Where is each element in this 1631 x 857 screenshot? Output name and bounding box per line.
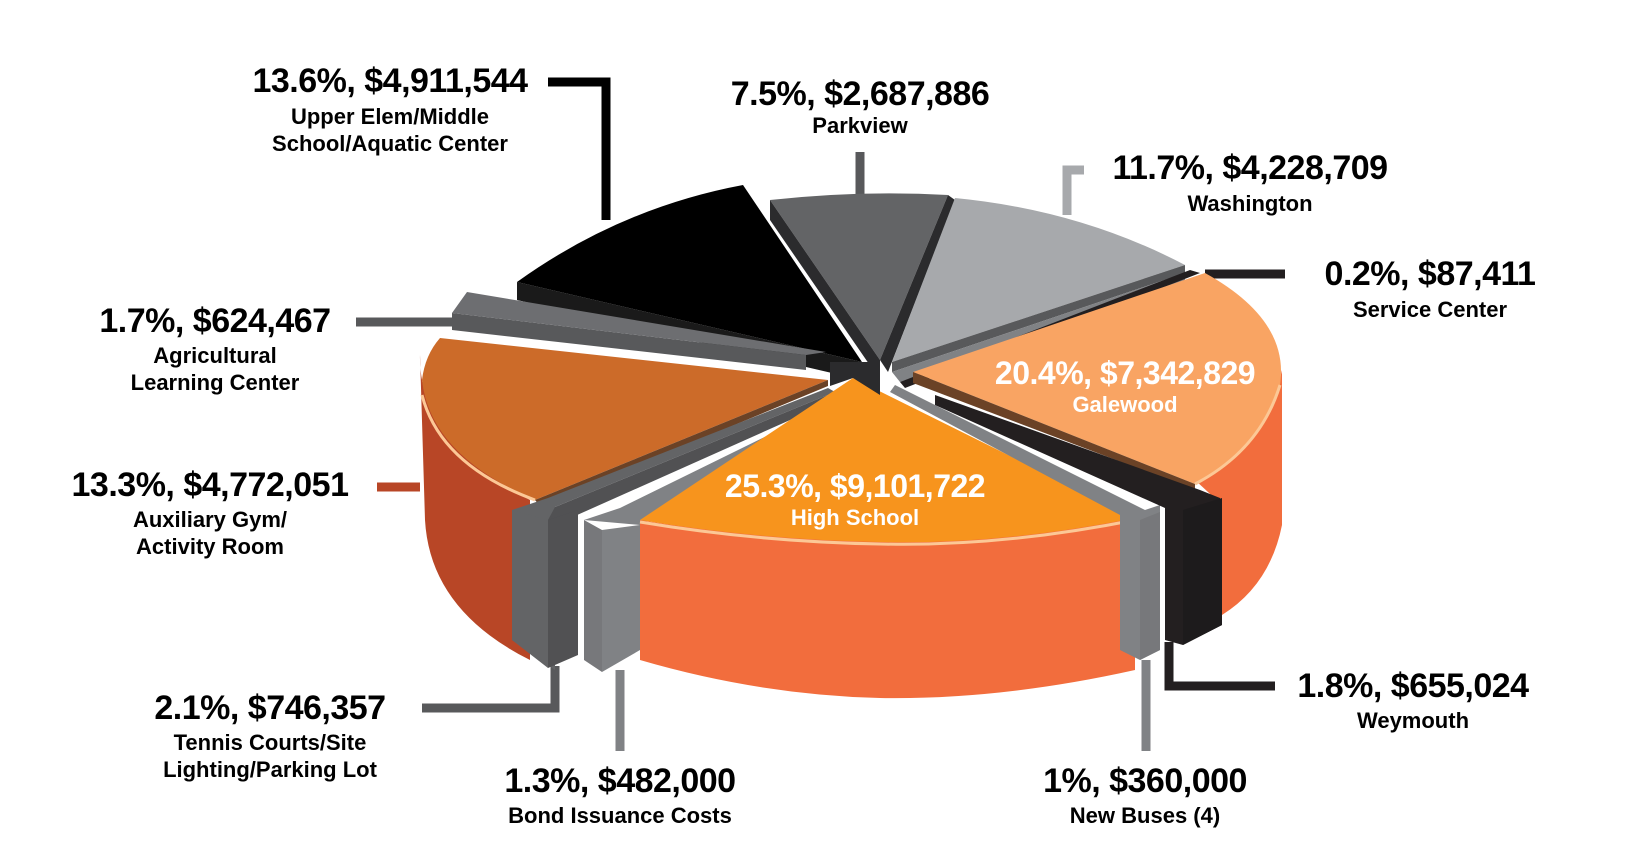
- label-name: Weymouth: [1356, 708, 1470, 733]
- label-name: Galewood: [1072, 392, 1178, 417]
- label-upper-elem: 13.6%, $4,911,544 Upper Elem/Middle Scho…: [235, 63, 545, 157]
- pie-center-hub: [830, 362, 880, 395]
- label-value: 1.3%, $482,000: [504, 762, 736, 800]
- slice-parkview: [770, 193, 955, 380]
- label-value: 1%, $360,000: [1043, 762, 1247, 800]
- label-name: Bond Issuance Costs: [508, 803, 732, 828]
- label-value: 20.4%, $7,342,829: [994, 355, 1256, 391]
- label-value: 7.5%, $2,687,886: [730, 75, 990, 113]
- leader-upper-elem: [548, 77, 611, 220]
- leader-weymouth: [1164, 642, 1275, 691]
- label-name: Washington: [1187, 191, 1313, 216]
- label-tennis: 2.1%, $746,357 Tennis Courts/Site Lighti…: [130, 690, 410, 783]
- label-buses: 1%, $360,000 New Buses (4): [1010, 763, 1280, 829]
- label-high-school: 25.3%, $9,101,722 High School: [695, 468, 1015, 531]
- label-name: Lighting/Parking Lot: [163, 757, 377, 782]
- leader-lines: [356, 77, 1285, 751]
- label-name: Activity Room: [136, 534, 284, 559]
- slice-buses: [890, 385, 1160, 660]
- label-name: Upper Elem/Middle: [290, 104, 490, 129]
- label-name: Auxiliary Gym/: [132, 507, 288, 532]
- label-value: 2.1%, $746,357: [154, 689, 386, 727]
- label-name: Tennis Courts/Site: [173, 730, 367, 755]
- label-galewood: 20.4%, $7,342,829 Galewood: [955, 355, 1295, 418]
- label-name: High School: [790, 505, 920, 530]
- label-agricultural: 1.7%, $624,467 Agricultural Learning Cen…: [80, 303, 350, 396]
- slice-agricultural: [452, 292, 826, 370]
- label-service-center: 0.2%, $87,411 Service Center: [1300, 256, 1560, 323]
- label-weymouth: 1.8%, $655,024 Weymouth: [1278, 668, 1548, 734]
- leader-tennis: [422, 666, 560, 713]
- label-value: 13.6%, $4,911,544: [252, 62, 528, 100]
- label-bond: 1.3%, $482,000 Bond Issuance Costs: [475, 763, 765, 829]
- label-value: 0.2%, $87,411: [1324, 255, 1536, 293]
- slice-weymouth: [935, 395, 1222, 645]
- slice-galewood: [913, 273, 1282, 615]
- label-name: School/Aquatic Center: [272, 131, 508, 156]
- label-name: Agricultural: [153, 343, 277, 368]
- label-value: 11.7%, $4,228,709: [1112, 149, 1388, 187]
- label-value: 25.3%, $9,101,722: [724, 468, 986, 504]
- label-name: Parkview: [812, 113, 908, 138]
- label-name: Learning Center: [130, 370, 300, 395]
- label-washington: 11.7%, $4,228,709 Washington: [1095, 150, 1405, 217]
- label-value: 1.7%, $624,467: [99, 302, 331, 340]
- label-aux-gym: 13.3%, $4,772,051 Auxiliary Gym/ Activit…: [45, 467, 375, 560]
- label-parkview: 7.5%, $2,687,886 Parkview: [700, 76, 1020, 139]
- label-value: 13.3%, $4,772,051: [71, 466, 349, 504]
- label-name: New Buses (4): [1069, 803, 1221, 828]
- label-name: Service Center: [1352, 297, 1508, 322]
- label-value: 1.8%, $655,024: [1297, 667, 1529, 705]
- leader-washington: [1062, 165, 1084, 215]
- slice-tennis: [512, 388, 835, 670]
- slice-high-school: [639, 378, 1136, 699]
